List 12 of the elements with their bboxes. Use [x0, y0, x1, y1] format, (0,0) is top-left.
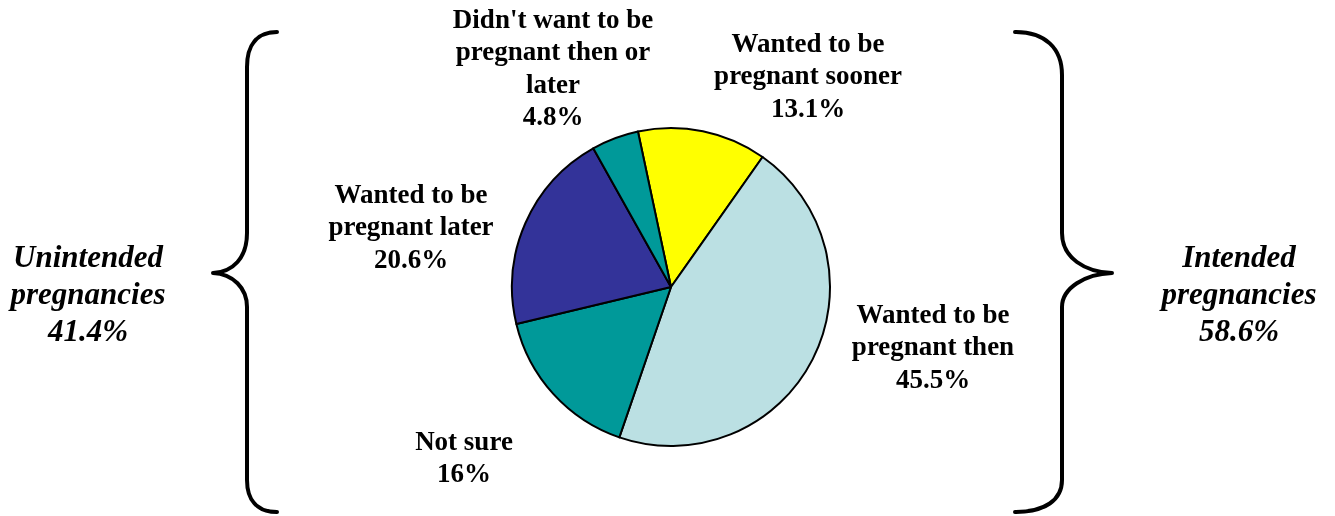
- slice-label: Not sure: [415, 426, 513, 456]
- data-label: 4.8%: [522, 101, 584, 132]
- data-label: 45.5%: [895, 363, 971, 394]
- data-label: 16%: [437, 458, 491, 489]
- slice-label: Wanted to be pregnant then: [851, 299, 1015, 362]
- data-label: 20.6%: [373, 243, 449, 274]
- slice-label: Didn't want to be pregnant then or later: [452, 4, 654, 99]
- slice-label: Wanted to be pregnant later: [328, 179, 494, 242]
- text: Unintended pregnancies 41.4%: [7, 239, 166, 349]
- slice-label: Wanted to be pregnant sooner: [714, 28, 902, 91]
- text: Intended pregnancies 58.6%: [1158, 239, 1317, 349]
- data-label: 13.1%: [770, 92, 846, 123]
